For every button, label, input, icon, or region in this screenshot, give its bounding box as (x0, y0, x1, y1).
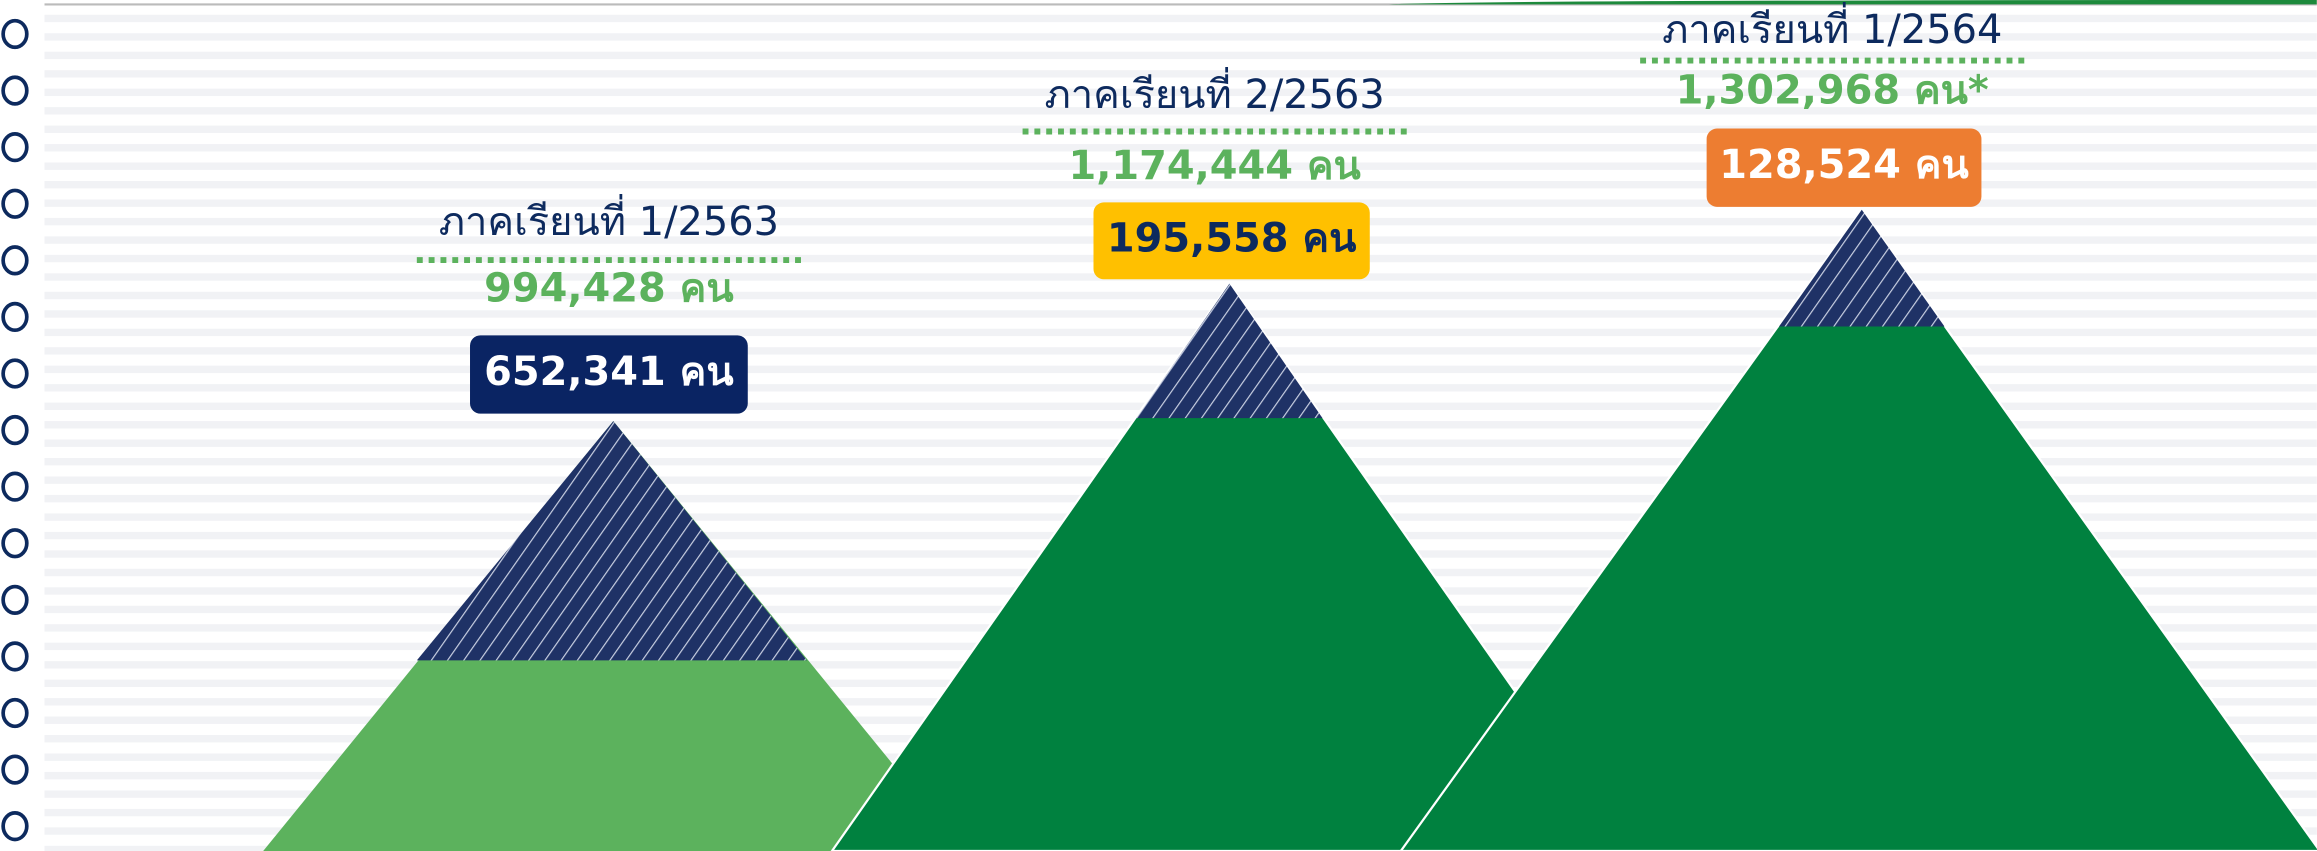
mountain-peak (1136, 283, 1323, 419)
ring (1, 641, 29, 672)
stripe (44, 180, 2317, 189)
stripe (44, 144, 2317, 152)
ring (1, 18, 29, 50)
term-label: ภาคเรียนที่ 1/2564 (1662, 2, 2002, 53)
labels: ภาคเรียนที่ 1/2563 994,428 คน 652,341 คน ภา… (416, 2, 2025, 414)
binder-rings (1, 18, 29, 842)
stripe (44, 14, 2317, 23)
total-label: 1,174,444 คน (1068, 143, 1360, 189)
ring (1, 754, 29, 785)
ring (1, 414, 29, 446)
ring (1, 528, 29, 559)
badge-box (1093, 202, 1370, 280)
badge-label: 652,341 คน (484, 349, 733, 395)
ring (1, 301, 29, 333)
ring (1, 245, 29, 276)
total-label: 994,428 คน (484, 266, 733, 312)
ring (1, 188, 29, 219)
stripe (44, 70, 2317, 78)
term-label: ภาคเรียนที่ 1/2563 (439, 194, 779, 245)
ring (1, 132, 29, 163)
mountain (830, 281, 1629, 851)
ring (1, 471, 29, 502)
ring (1, 75, 29, 106)
stripe (44, 33, 2317, 41)
stripe (44, 162, 2317, 170)
total-label: 1,302,968 คน* (1676, 68, 1989, 114)
stripe (44, 328, 2317, 337)
stripe (44, 107, 2317, 115)
ring (1, 358, 29, 389)
stripe (44, 310, 2317, 318)
top-accent (1388, 0, 2317, 5)
stripe (44, 88, 2317, 97)
ring (1, 811, 29, 842)
mountain-peak (1779, 209, 1945, 327)
mountain-peak (416, 421, 807, 661)
badge-box (470, 335, 748, 414)
badge-label: 195,558 คน (1107, 215, 1356, 261)
stripe (44, 291, 2317, 300)
ring (1, 584, 29, 615)
stripe (44, 51, 2317, 60)
badge-box (1706, 128, 1982, 207)
ring (1, 697, 29, 729)
term-label: ภาคเรียนที่ 2/2563 (1045, 67, 1385, 118)
badge-label: 128,524 คน (1719, 142, 1968, 188)
mountain (1399, 207, 2317, 851)
stripe (44, 347, 2317, 355)
